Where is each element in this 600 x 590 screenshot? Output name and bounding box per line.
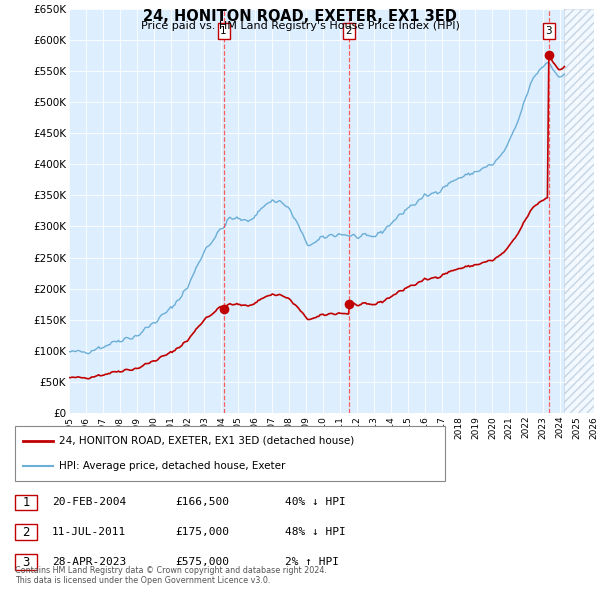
Text: 3: 3 (545, 26, 552, 36)
Text: 2: 2 (346, 26, 352, 36)
Text: £575,000: £575,000 (175, 557, 229, 567)
Bar (15, 426, 445, 481)
Text: 11-JUL-2011: 11-JUL-2011 (52, 527, 126, 537)
Text: Contains HM Land Registry data © Crown copyright and database right 2024.
This d: Contains HM Land Registry data © Crown c… (15, 566, 327, 585)
Text: HPI: Average price, detached house, Exeter: HPI: Average price, detached house, Exet… (59, 461, 286, 471)
Text: 2% ↑ HPI: 2% ↑ HPI (285, 557, 339, 567)
Text: 48% ↓ HPI: 48% ↓ HPI (285, 527, 346, 537)
Text: 1: 1 (22, 496, 30, 509)
Text: 2: 2 (22, 526, 30, 539)
Text: 40% ↓ HPI: 40% ↓ HPI (285, 497, 346, 507)
Text: 1: 1 (220, 26, 227, 36)
Text: 20-FEB-2004: 20-FEB-2004 (52, 497, 126, 507)
FancyBboxPatch shape (15, 494, 37, 510)
FancyBboxPatch shape (15, 554, 37, 570)
Text: 28-APR-2023: 28-APR-2023 (52, 557, 126, 567)
Text: 3: 3 (22, 556, 29, 569)
FancyBboxPatch shape (15, 525, 37, 540)
Text: 24, HONITON ROAD, EXETER, EX1 3ED (detached house): 24, HONITON ROAD, EXETER, EX1 3ED (detac… (59, 435, 354, 445)
Text: £166,500: £166,500 (175, 497, 229, 507)
Text: £175,000: £175,000 (175, 527, 229, 537)
Text: Price paid vs. HM Land Registry's House Price Index (HPI): Price paid vs. HM Land Registry's House … (140, 21, 460, 31)
Text: 24, HONITON ROAD, EXETER, EX1 3ED: 24, HONITON ROAD, EXETER, EX1 3ED (143, 9, 457, 24)
